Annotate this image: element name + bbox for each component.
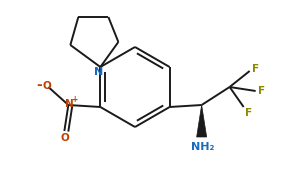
Polygon shape — [197, 105, 207, 137]
Text: F: F — [252, 64, 259, 74]
Text: N: N — [65, 99, 74, 109]
Text: O: O — [61, 133, 70, 143]
Text: NH₂: NH₂ — [191, 142, 214, 152]
Text: O: O — [43, 81, 52, 91]
Text: F: F — [258, 86, 265, 96]
Text: F: F — [245, 108, 252, 118]
Text: -: - — [37, 78, 42, 92]
Text: +: + — [71, 94, 78, 104]
Text: N: N — [94, 67, 103, 77]
